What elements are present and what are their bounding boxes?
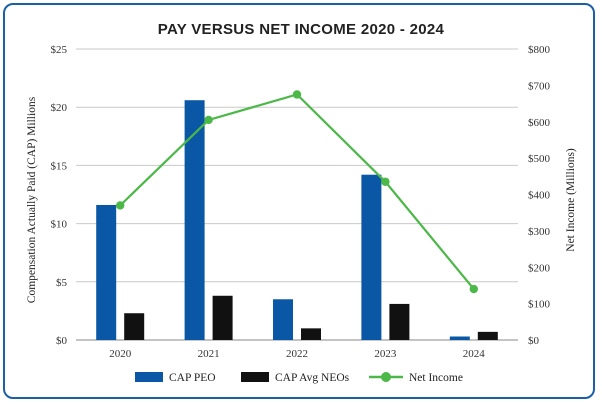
net-income-point (204, 115, 213, 125)
right-tick-label: $0 (528, 335, 540, 347)
right-tick-label: $500 (528, 153, 551, 165)
right-tick-label: $600 (528, 117, 551, 129)
left-tick-label: $20 (51, 102, 68, 114)
net-income-point (116, 201, 125, 210)
chart-title: PAY VERSUS NET INCOME 2020 - 2024 (158, 21, 445, 38)
bar-cap-avg-neos (212, 295, 233, 340)
bars (96, 100, 498, 340)
bar-cap-avg-neos (389, 303, 410, 340)
legend-marker (381, 372, 391, 382)
x-tick-label: 2020 (109, 348, 132, 360)
x-tick-label: 2021 (198, 348, 220, 360)
bar-cap-avg-neos (477, 331, 498, 340)
bar-cap-peo (361, 174, 382, 340)
bar-cap-peo (273, 299, 293, 340)
left-tick-label: $5 (56, 277, 68, 289)
right-tick-label: $700 (528, 80, 551, 92)
legend-swatch (241, 372, 269, 382)
net-income-point (292, 90, 302, 99)
left-tick-label: $25 (51, 44, 68, 56)
bar-cap-avg-neos (124, 313, 145, 340)
legend: CAP PEO CAP Avg NEOs Net Income (135, 372, 463, 384)
gridlines (76, 48, 518, 341)
right-tick-label: $300 (528, 226, 551, 238)
legend-label: CAP PEO (169, 372, 216, 384)
x-tick-label: 2023 (374, 348, 397, 360)
net-income-point (381, 177, 390, 186)
left-tick-label: $10 (51, 219, 68, 231)
left-axis-ticks: $0 $5 $10 $15 $20 $25 (51, 44, 68, 347)
net-income-point (469, 284, 478, 294)
right-axis-label: Net Income (Millions) (565, 148, 577, 252)
right-tick-label: $400 (528, 190, 551, 202)
bar-cap-peo (449, 336, 470, 340)
right-tick-label: $200 (528, 262, 551, 274)
right-tick-label: $800 (528, 44, 551, 56)
x-tick-label: 2024 (463, 348, 486, 360)
net-income-line (116, 90, 478, 294)
right-tick-label: $100 (528, 299, 551, 311)
left-axis-label: Compensation Actually Paid (CAP) Million… (26, 96, 38, 303)
bar-cap-peo (96, 204, 117, 340)
bar-cap-avg-neos (301, 328, 321, 340)
legend-label: CAP Avg NEOs (275, 372, 350, 384)
left-tick-label: $0 (56, 335, 68, 347)
x-tick-label: 2022 (286, 348, 308, 360)
legend-swatch (135, 372, 163, 382)
legend-label: Net Income (409, 372, 463, 384)
bar-cap-peo (184, 100, 205, 340)
x-axis-ticks: 2020 2021 2022 2023 2024 (109, 348, 485, 360)
right-axis-ticks: $0 $100 $200 $300 $400 $500 $600 $700 $800 (528, 44, 551, 347)
net-income-polyline (119, 93, 475, 290)
left-tick-label: $15 (51, 160, 68, 172)
